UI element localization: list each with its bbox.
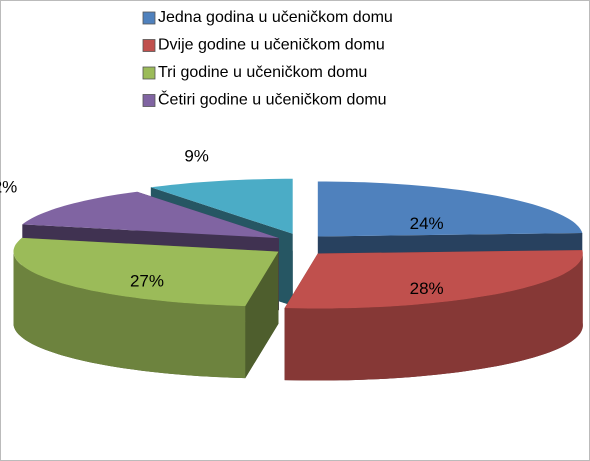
slice-wall — [13, 251, 246, 379]
legend-label: Četiri godine u učeničkom domu — [158, 90, 387, 109]
slice-top — [13, 237, 279, 307]
data-label: 24% — [410, 214, 444, 233]
slice-top — [150, 178, 293, 234]
pie-slice — [284, 250, 583, 381]
slice-top — [317, 181, 583, 237]
pie-slice — [13, 237, 279, 379]
legend-swatch — [142, 94, 156, 107]
legend-label: Tri godine u učeničkom domu — [158, 64, 367, 81]
slice-wall — [284, 253, 583, 381]
data-label: 12% — [0, 178, 17, 197]
legend-label: Dvije godine u učeničkom domu — [158, 37, 385, 54]
slice-top — [284, 250, 583, 309]
data-label: 9% — [184, 147, 209, 166]
legend-label: Jedna godina u učeničkom domu — [158, 9, 393, 26]
legend-swatch — [142, 66, 156, 80]
slice-top — [22, 191, 280, 239]
data-label: 28% — [410, 279, 444, 298]
legend-swatch — [142, 11, 156, 25]
legend-swatch — [142, 39, 156, 52]
data-label: 27% — [130, 272, 164, 291]
